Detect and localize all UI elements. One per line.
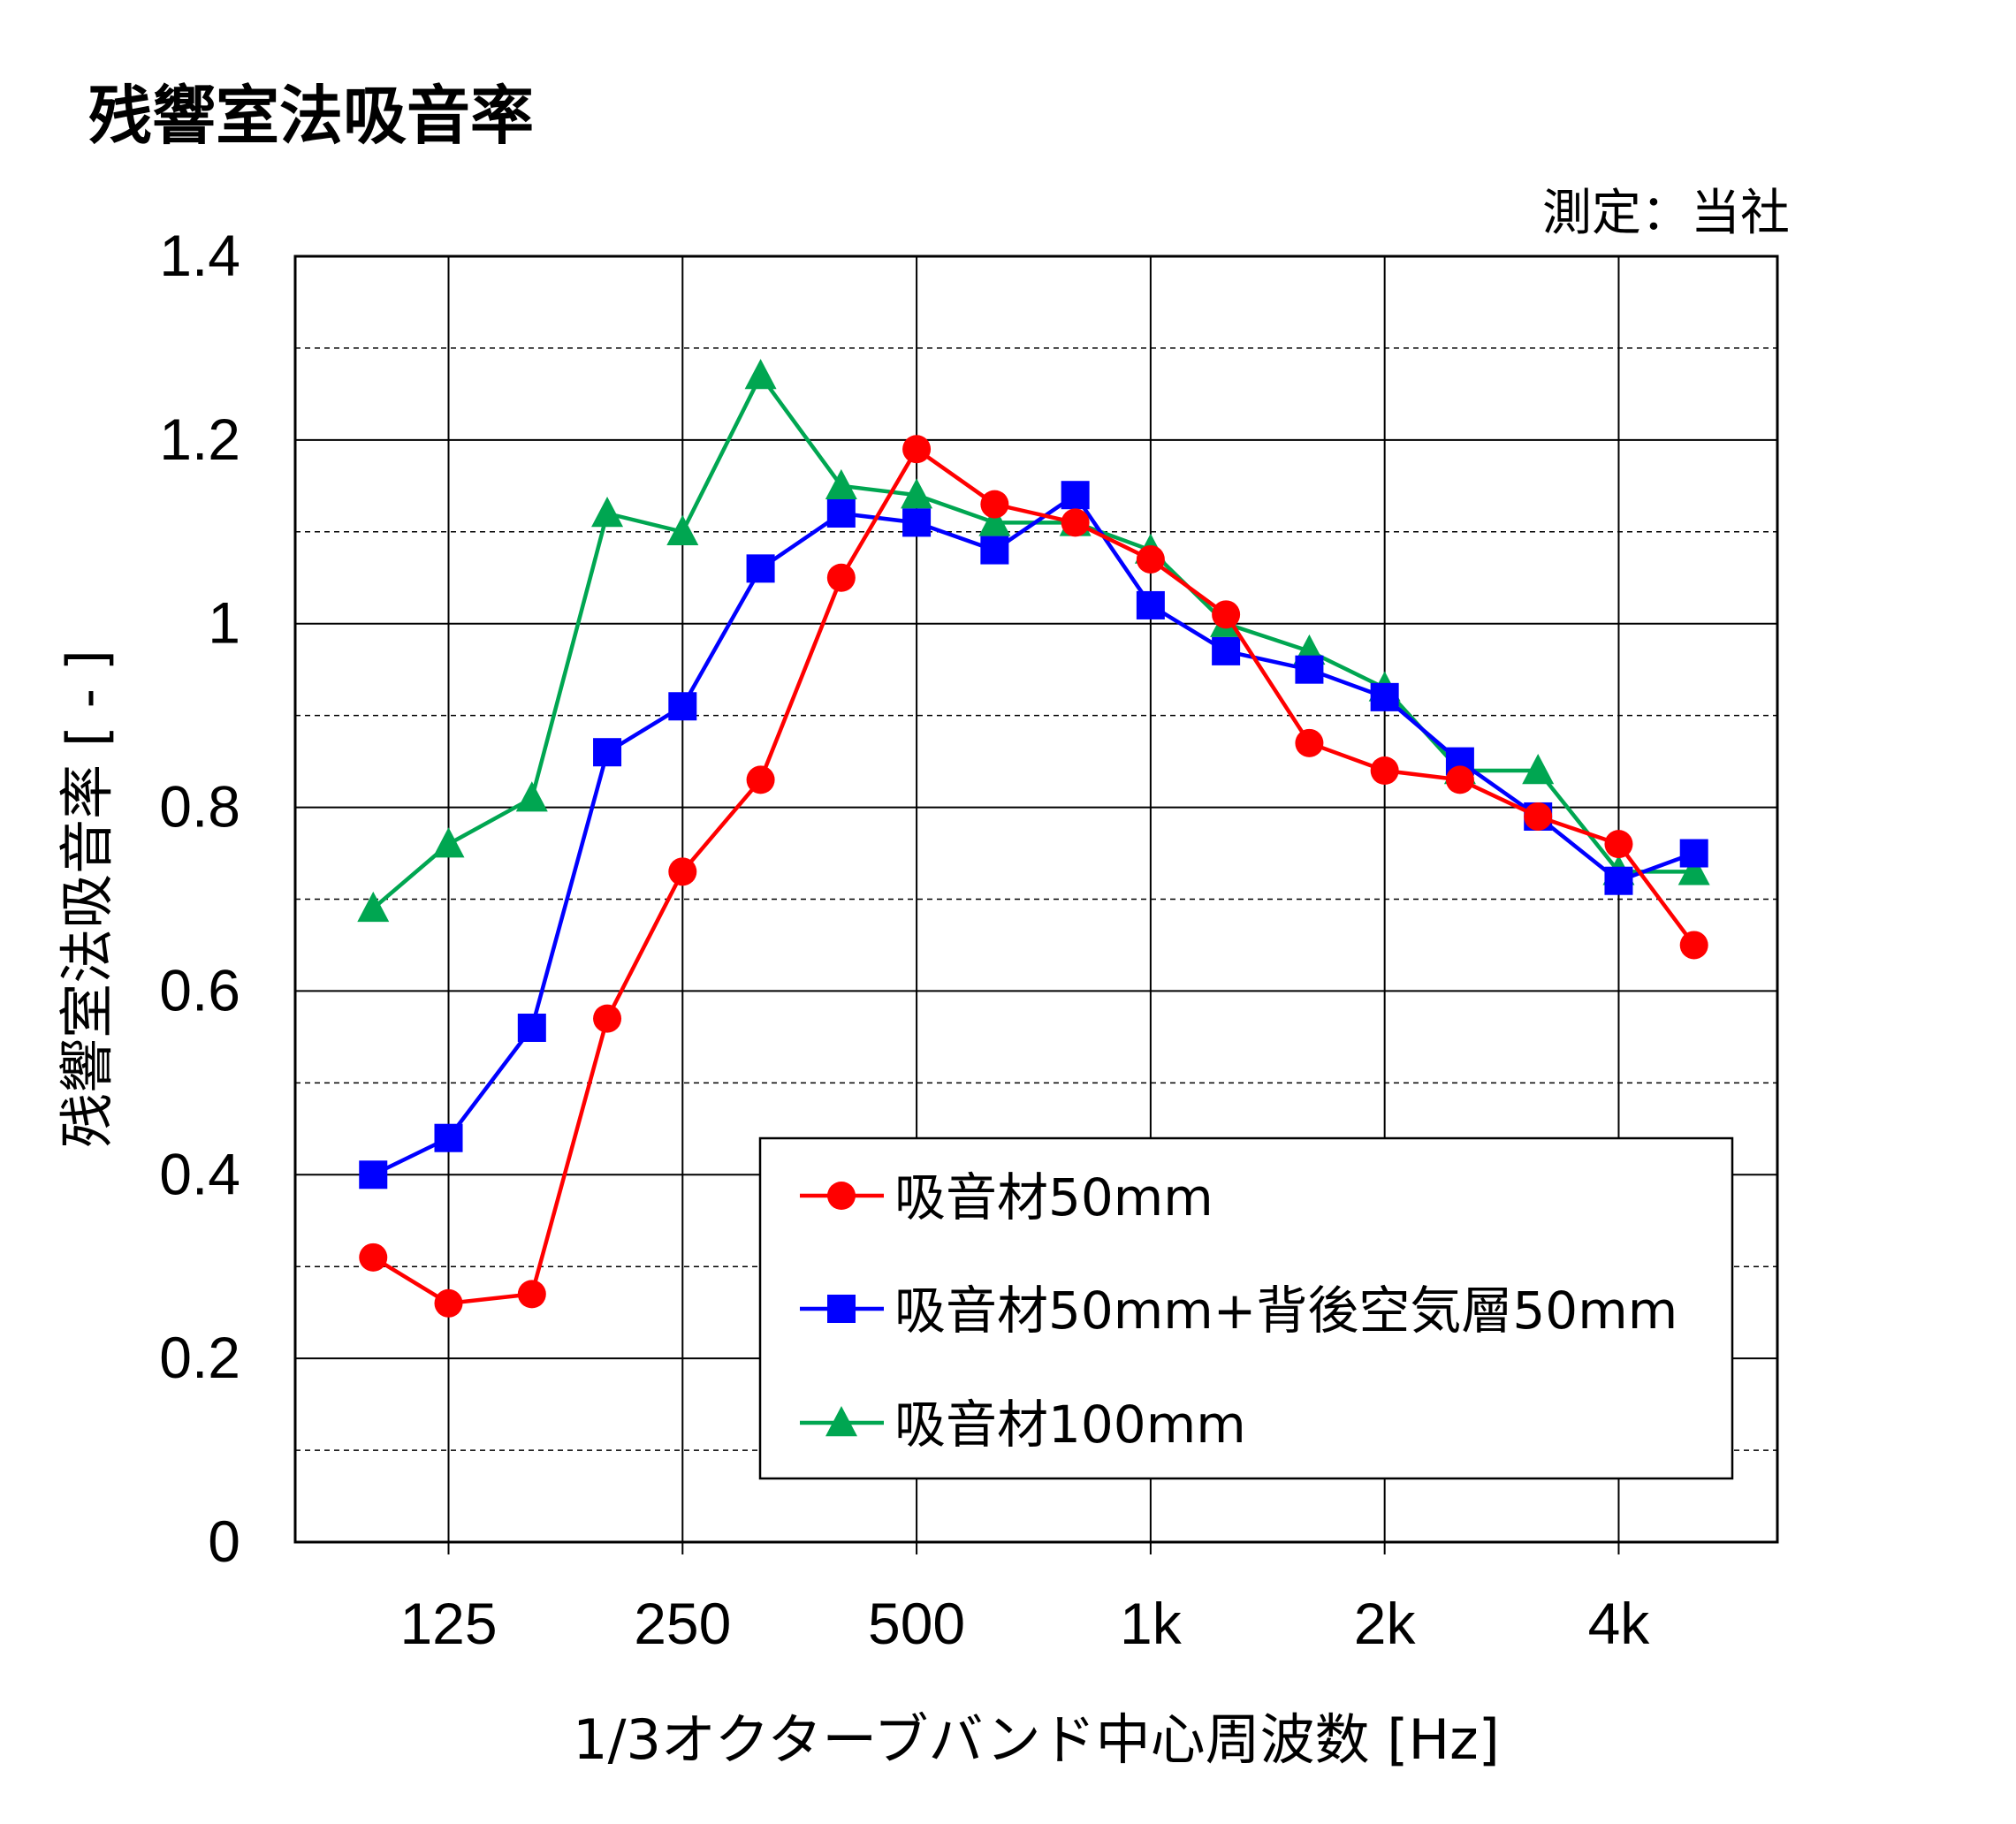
data-point bbox=[1604, 866, 1633, 895]
y-tick-label: 1 bbox=[208, 590, 240, 656]
x-tick-label: 500 bbox=[868, 1591, 965, 1656]
x-tick-label: 1k bbox=[1120, 1591, 1183, 1656]
data-point bbox=[668, 692, 697, 721]
data-point bbox=[978, 505, 1011, 536]
axes: 0 0.2 0.4 0.6 0.8 1 1.2 1.4 125 250 500 1k 2k 4k 1/3オク… bbox=[55, 223, 1779, 1772]
data-point bbox=[980, 536, 1009, 565]
legend-marker bbox=[827, 1295, 856, 1323]
data-point bbox=[1679, 839, 1708, 868]
series-1 bbox=[359, 435, 1708, 1318]
y-axis-label: 残響室法吸音率 [ - ] bbox=[55, 650, 119, 1148]
x-tick-label: 125 bbox=[399, 1591, 497, 1656]
data-point bbox=[432, 827, 465, 858]
data-point bbox=[1445, 765, 1474, 794]
data-point bbox=[668, 857, 697, 886]
legend-marker bbox=[825, 1406, 857, 1437]
data-point bbox=[1604, 830, 1633, 859]
legend-label: 吸音材100mm bbox=[894, 1395, 1246, 1455]
series-line bbox=[372, 447, 1696, 1306]
data-point bbox=[1212, 600, 1241, 629]
data-point bbox=[1370, 756, 1399, 785]
x-tick-label: 250 bbox=[634, 1591, 731, 1656]
x-tick-label: 4k bbox=[1588, 1591, 1651, 1656]
y-tick-label: 1.4 bbox=[159, 223, 240, 288]
y-tick-label: 0.4 bbox=[159, 1141, 240, 1206]
data-point bbox=[826, 563, 856, 592]
series-layer bbox=[357, 359, 1710, 1318]
data-point bbox=[1679, 931, 1708, 960]
data-point bbox=[666, 514, 699, 545]
y-tick-label: 0.6 bbox=[159, 957, 240, 1022]
data-point bbox=[357, 891, 390, 923]
series-3 bbox=[357, 359, 1710, 923]
data-point bbox=[901, 478, 933, 509]
data-point bbox=[517, 1014, 546, 1042]
data-point bbox=[1522, 754, 1555, 785]
data-point bbox=[359, 1160, 388, 1189]
data-point bbox=[515, 781, 548, 812]
y-tick-label: 0.2 bbox=[159, 1325, 240, 1390]
y-tick-label: 0 bbox=[208, 1509, 240, 1574]
series-line bbox=[371, 373, 1694, 910]
plot-frame bbox=[293, 255, 1779, 1544]
data-point bbox=[902, 435, 932, 464]
data-point bbox=[746, 765, 775, 794]
data-point bbox=[744, 359, 777, 390]
measurement-note: 測定：当社 bbox=[1542, 185, 1790, 242]
data-point bbox=[434, 1288, 463, 1318]
series-line bbox=[372, 492, 1695, 1177]
legend-label: 吸音材50mm bbox=[894, 1167, 1213, 1227]
data-point bbox=[1061, 481, 1090, 510]
data-point bbox=[1295, 655, 1324, 684]
data-point bbox=[825, 468, 857, 500]
data-point bbox=[1524, 802, 1553, 831]
data-point bbox=[359, 1243, 388, 1272]
y-tick-label: 0.8 bbox=[159, 774, 240, 840]
data-point bbox=[591, 497, 624, 528]
data-point bbox=[980, 490, 1009, 519]
data-point bbox=[1370, 682, 1399, 711]
data-point bbox=[1212, 636, 1241, 665]
x-axis-label: 1/3オクターブバンド中心周波数 [Hz] bbox=[573, 1707, 1500, 1772]
data-point bbox=[1061, 508, 1090, 537]
legend-marker bbox=[827, 1182, 856, 1210]
data-point bbox=[593, 738, 622, 767]
data-point bbox=[746, 554, 775, 583]
data-point bbox=[593, 1004, 622, 1033]
data-point bbox=[517, 1280, 546, 1309]
legend-label: 吸音材50mm+背後空気層50mm bbox=[894, 1281, 1677, 1341]
x-tick-label: 2k bbox=[1354, 1591, 1417, 1656]
chart-title: 残響室法吸音率 bbox=[88, 79, 535, 153]
y-tick-label: 1.2 bbox=[159, 407, 240, 472]
data-point bbox=[434, 1123, 463, 1152]
data-point bbox=[902, 508, 932, 537]
data-point bbox=[1136, 590, 1165, 619]
data-point bbox=[1295, 728, 1324, 757]
data-point bbox=[826, 499, 856, 528]
legend: 吸音材50mm 吸音材50mm+背後空気層50mm 吸音材100mm bbox=[758, 1136, 1734, 1480]
data-point bbox=[1136, 544, 1165, 574]
data-point bbox=[1677, 855, 1710, 885]
legend-box bbox=[758, 1136, 1734, 1480]
